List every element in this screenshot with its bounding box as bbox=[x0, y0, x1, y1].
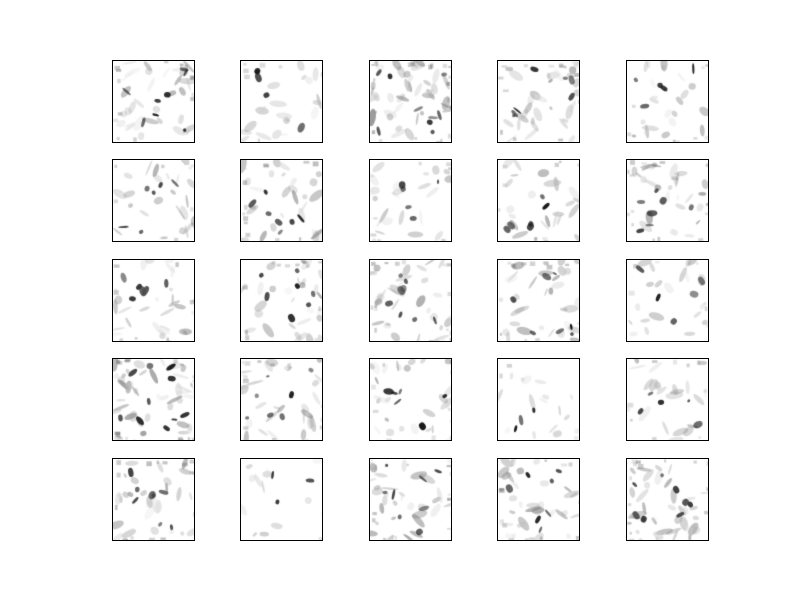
filter-tile bbox=[626, 458, 709, 541]
filter-image bbox=[498, 260, 579, 341]
filter-image bbox=[113, 359, 194, 440]
filter-tile bbox=[112, 259, 195, 342]
filter-image bbox=[498, 459, 579, 540]
filter-image bbox=[241, 260, 322, 341]
filter-image bbox=[241, 61, 322, 142]
filter-image bbox=[627, 459, 708, 540]
filter-image bbox=[370, 359, 451, 440]
filter-image bbox=[113, 459, 194, 540]
filter-tile bbox=[240, 259, 323, 342]
filter-tile bbox=[240, 358, 323, 441]
filter-tile bbox=[112, 60, 195, 143]
filter-tile bbox=[240, 60, 323, 143]
filter-image bbox=[113, 61, 194, 142]
filter-image bbox=[627, 260, 708, 341]
filter-image bbox=[370, 459, 451, 540]
filter-image bbox=[498, 61, 579, 142]
filter-image bbox=[627, 160, 708, 241]
filter-image bbox=[370, 160, 451, 241]
filter-tile bbox=[240, 458, 323, 541]
filter-image bbox=[627, 359, 708, 440]
filter-image bbox=[113, 260, 194, 341]
filter-image bbox=[113, 160, 194, 241]
filter-image bbox=[241, 359, 322, 440]
filter-image bbox=[627, 61, 708, 142]
filter-tile bbox=[369, 358, 452, 441]
filter-tile bbox=[497, 458, 580, 541]
filter-tile bbox=[497, 259, 580, 342]
filter-tile bbox=[626, 60, 709, 143]
filter-tile bbox=[112, 458, 195, 541]
filter-image bbox=[370, 61, 451, 142]
filter-tile bbox=[369, 60, 452, 143]
filter-tile bbox=[240, 159, 323, 242]
filter-tile bbox=[369, 259, 452, 342]
filter-image bbox=[241, 160, 322, 241]
filter-tile bbox=[369, 458, 452, 541]
filter-image bbox=[498, 359, 579, 440]
filter-tile bbox=[497, 358, 580, 441]
filter-tile bbox=[112, 358, 195, 441]
filter-tile bbox=[497, 159, 580, 242]
filter-image bbox=[241, 459, 322, 540]
filter-image bbox=[498, 160, 579, 241]
filter-tile bbox=[626, 358, 709, 441]
filter-image bbox=[370, 260, 451, 341]
filter-tile bbox=[112, 159, 195, 242]
filter-tile bbox=[626, 259, 709, 342]
filter-tile bbox=[626, 159, 709, 242]
filter-tile bbox=[497, 60, 580, 143]
filter-tile bbox=[369, 159, 452, 242]
